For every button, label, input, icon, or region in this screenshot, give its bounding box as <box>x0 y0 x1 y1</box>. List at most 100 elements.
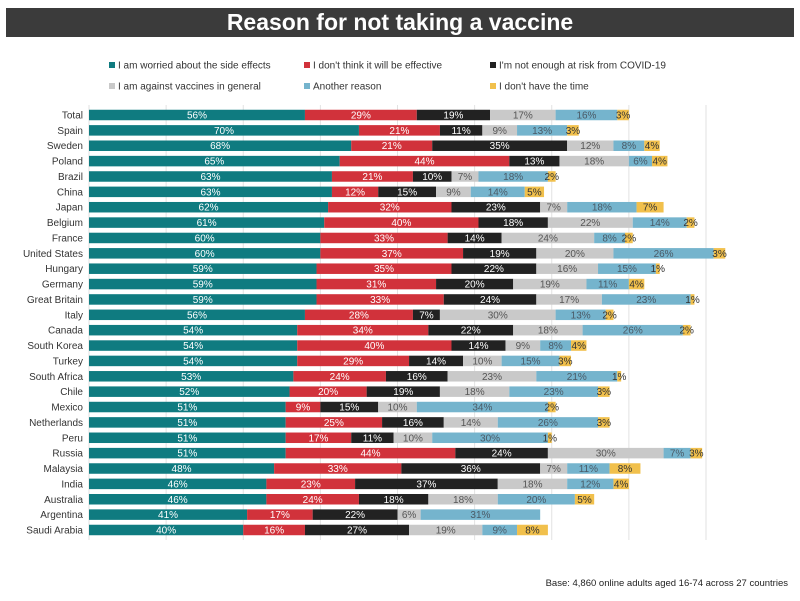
bar-segment <box>567 463 610 474</box>
data-label: 63% <box>200 187 220 198</box>
bar-segment <box>331 186 379 198</box>
data-label: 22% <box>484 264 504 275</box>
data-label: 56% <box>187 310 207 321</box>
bar-segment <box>690 447 703 459</box>
bar-segment <box>89 201 329 213</box>
bar-segment <box>304 524 410 536</box>
bar-segment <box>89 494 267 505</box>
data-label: 15% <box>521 356 541 367</box>
data-label: 59% <box>193 264 213 275</box>
data-label: 14% <box>426 356 446 367</box>
data-label: 18% <box>503 172 523 183</box>
bar-segment <box>416 401 548 413</box>
bar-segment <box>470 186 525 198</box>
bar-segment <box>547 447 664 459</box>
category-label: Netherlands <box>29 418 83 429</box>
legend-label: I am against vaccines in general <box>118 82 261 93</box>
data-label: 44% <box>360 449 380 460</box>
data-label: 68% <box>210 141 230 152</box>
bar-segment <box>324 217 479 228</box>
data-label: 14% <box>468 341 488 352</box>
bar-segment <box>89 478 267 490</box>
bar-segment <box>443 417 498 428</box>
category-label: Australia <box>44 495 83 506</box>
bar-segment <box>482 125 518 136</box>
data-label: 59% <box>193 280 213 291</box>
bar-segment <box>351 432 394 444</box>
bar-segment <box>339 155 510 167</box>
bar-segment <box>420 509 541 520</box>
bar-segment <box>436 186 471 198</box>
data-label: 34% <box>472 403 492 414</box>
bar-segment <box>316 278 437 290</box>
bar-segment <box>89 447 286 459</box>
data-label: 18% <box>522 479 542 490</box>
category-label: Great Britain <box>27 295 83 306</box>
data-label: 33% <box>328 464 348 475</box>
bar-segment <box>509 386 599 397</box>
bar-segment <box>439 125 483 136</box>
bar-segment <box>89 217 325 228</box>
data-label: 18% <box>384 495 404 506</box>
bar-segment <box>497 417 599 428</box>
data-label: 8% <box>622 141 637 152</box>
bar-segment <box>663 447 691 459</box>
data-label: 2% <box>683 218 698 229</box>
data-label: 3% <box>597 418 612 429</box>
data-label: 29% <box>351 111 371 122</box>
bar-segment <box>366 386 440 397</box>
data-label: 16% <box>403 418 423 429</box>
bar-segment <box>451 340 506 351</box>
data-label: 20% <box>565 249 585 260</box>
data-label: 21% <box>389 126 409 137</box>
bar-segment <box>89 232 321 244</box>
data-label: 31% <box>470 510 490 521</box>
data-label: 2% <box>545 172 560 183</box>
bar-segment <box>501 355 560 367</box>
category-label: South Korea <box>27 341 83 352</box>
bar-segment <box>509 155 560 167</box>
category-label: Malaysia <box>44 464 84 475</box>
data-label: 8% <box>618 464 633 475</box>
bar-segment <box>586 278 629 290</box>
bar-segment <box>559 155 629 167</box>
data-label: 26% <box>623 326 643 337</box>
bar-segment <box>428 324 514 336</box>
bar-segment <box>89 186 332 198</box>
bar-segment <box>547 217 633 228</box>
data-label: 1% <box>612 372 627 383</box>
bar-segment <box>555 109 618 121</box>
data-label: 4% <box>645 141 660 152</box>
bar-segment <box>89 324 298 336</box>
bar-segment <box>497 494 575 505</box>
data-label: 4% <box>614 479 629 490</box>
data-label: 18% <box>538 326 558 337</box>
data-label: 11% <box>451 126 470 137</box>
data-label: 9% <box>296 403 311 414</box>
data-label: 24% <box>492 449 512 460</box>
data-label: 18% <box>465 387 485 398</box>
data-label: 13% <box>524 157 544 168</box>
bar-segment <box>536 263 599 274</box>
category-label: Canada <box>48 326 83 337</box>
data-label: 9% <box>492 126 507 137</box>
category-label: Brazil <box>58 172 83 183</box>
bar-segment <box>89 371 294 382</box>
data-label: 62% <box>199 203 219 214</box>
bar-segment <box>513 278 587 290</box>
category-label: Mexico <box>51 403 83 414</box>
bar-segment <box>517 125 568 136</box>
bar-segment <box>613 140 645 151</box>
bar-segment <box>613 478 629 490</box>
bar-segment <box>320 248 464 259</box>
bar-segment <box>540 340 572 351</box>
bar-segment <box>447 371 537 382</box>
bar-segment <box>266 494 359 505</box>
data-label: 33% <box>370 295 390 306</box>
data-label: 14% <box>461 418 481 429</box>
data-label: 12% <box>580 479 600 490</box>
bar-segment <box>316 263 452 274</box>
data-label: 16% <box>407 372 427 383</box>
bar-segment <box>397 509 421 520</box>
category-label: South Africa <box>29 372 83 383</box>
